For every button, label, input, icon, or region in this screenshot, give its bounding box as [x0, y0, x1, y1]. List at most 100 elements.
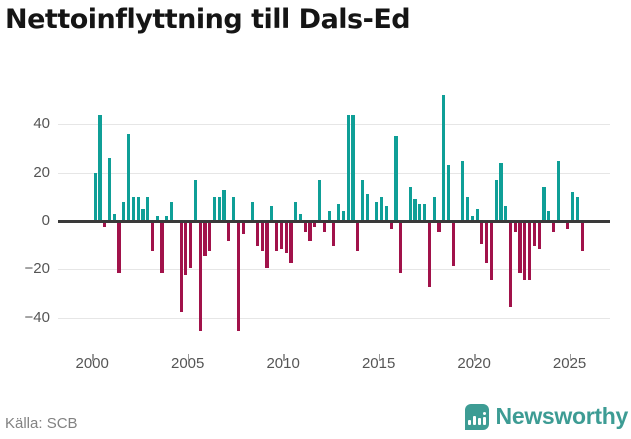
bar — [107, 158, 112, 221]
bar — [117, 222, 121, 273]
bar — [313, 222, 317, 227]
bar — [255, 222, 260, 247]
bar — [308, 222, 312, 242]
bar — [322, 222, 326, 232]
bar — [418, 204, 422, 221]
x-axis-tick-label: 2005 — [170, 355, 205, 372]
bar — [380, 196, 384, 221]
newsworthy-logo: Newsworthy — [464, 403, 629, 430]
bar — [566, 222, 570, 230]
bar — [303, 222, 307, 232]
bar — [227, 222, 231, 242]
bar — [337, 204, 341, 221]
bar — [465, 196, 470, 221]
bar — [485, 222, 489, 264]
zero-axis-line — [58, 219, 610, 223]
bar — [408, 187, 412, 221]
bar — [508, 222, 513, 307]
bar — [475, 208, 479, 221]
bar — [532, 222, 536, 247]
bar — [551, 222, 556, 232]
x-axis-tick — [569, 354, 572, 361]
bar — [427, 222, 431, 288]
bar — [356, 222, 360, 252]
newsworthy-badge-icon — [464, 403, 489, 430]
y-axis-tick-label: 40 — [33, 115, 50, 133]
x-axis-tick — [474, 354, 476, 361]
gridline — [58, 317, 610, 319]
x-axis-tick-label: 2015 — [361, 355, 396, 372]
badge-bar-icon — [477, 417, 481, 425]
bar — [93, 172, 97, 221]
bar — [141, 208, 145, 221]
bar — [150, 222, 155, 252]
bar — [103, 222, 107, 227]
bar — [413, 199, 417, 221]
bar — [289, 222, 293, 264]
bar — [399, 222, 403, 273]
bar — [556, 160, 560, 221]
bar — [203, 222, 207, 256]
y-axis-tick-label: 20 — [33, 163, 50, 181]
x-axis-tick — [187, 354, 190, 361]
newsworthy-wordmark: Newsworthy — [495, 403, 629, 429]
bar — [275, 222, 279, 252]
bar — [346, 114, 350, 221]
bar — [394, 136, 398, 221]
x-axis-tick — [283, 354, 285, 361]
bar — [423, 204, 427, 221]
x-axis-tick — [378, 354, 381, 361]
bar — [222, 189, 226, 221]
bar — [217, 196, 221, 221]
bar — [127, 133, 131, 221]
gridline — [58, 269, 610, 271]
bar — [212, 196, 217, 221]
bar — [189, 222, 193, 268]
bar — [260, 222, 264, 252]
bar — [179, 222, 183, 312]
bar — [184, 222, 188, 276]
source-note: Källa: SCB — [5, 415, 78, 432]
bar — [317, 179, 322, 221]
badge-bar-icon — [472, 415, 476, 425]
bar — [451, 222, 455, 266]
bar — [136, 196, 140, 221]
bar — [575, 196, 579, 221]
bar — [360, 179, 365, 221]
bar — [232, 196, 236, 221]
bar — [432, 196, 436, 221]
badge-exclamation-icon — [482, 412, 486, 425]
x-axis-tick-label: 2025 — [552, 355, 587, 372]
bar — [122, 201, 126, 221]
bar — [146, 196, 150, 221]
x-axis-tick-label: 2010 — [266, 355, 300, 372]
bar — [461, 160, 465, 221]
bar — [251, 201, 255, 221]
chart-title: Nettoinflyttning till Dals-Ed — [5, 4, 411, 35]
bar — [160, 222, 164, 273]
bar — [208, 222, 212, 252]
bar — [571, 191, 575, 221]
gridline — [58, 124, 610, 126]
bar — [351, 114, 355, 221]
bar — [580, 222, 584, 252]
y-axis-tick-label: 0 — [41, 212, 50, 229]
bar — [480, 222, 484, 244]
bar — [470, 216, 474, 221]
bar — [528, 222, 532, 281]
bar — [489, 222, 494, 281]
gridline — [58, 172, 610, 174]
bar-chart-plot — [58, 85, 610, 361]
bar — [98, 114, 102, 221]
bar — [547, 211, 551, 221]
bar — [542, 187, 546, 221]
bar — [341, 211, 346, 221]
bar — [236, 222, 240, 331]
x-axis-tick-label: 2020 — [457, 355, 491, 372]
bar — [298, 213, 303, 221]
y-axis-tick-label: −40 — [24, 308, 50, 326]
bar — [193, 179, 198, 221]
bar — [165, 216, 169, 221]
bar — [131, 196, 135, 221]
bar — [523, 222, 527, 281]
